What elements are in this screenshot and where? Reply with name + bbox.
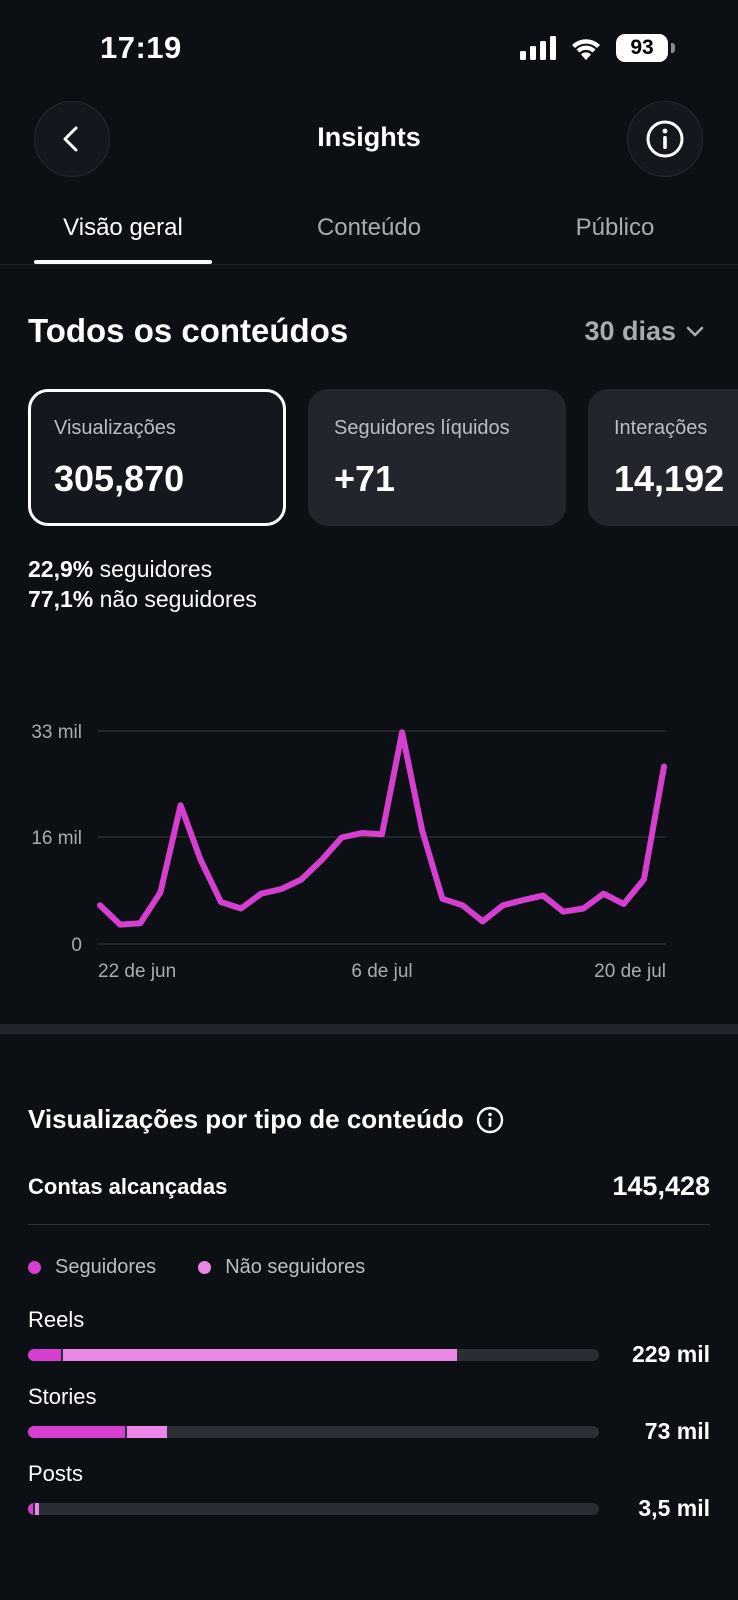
breakdown-percent: 77,1% [28,586,94,612]
bar-fill-followers [28,1503,33,1515]
row-label-reels: Reels [28,1307,85,1332]
chevron-down-icon [686,326,704,336]
views-line-chart: 33 mil 16 mil 0 22 de jun 6 de jul 20 de… [31,722,667,982]
tab-overview[interactable]: Visão geral [63,214,183,241]
breakdown-label: seguidores [99,556,213,582]
breakdown-nonfollowers: 77,1% não seguidores [28,584,257,614]
section-title: Todos os conteúdos [28,312,349,349]
legend-label: Não seguidores [225,1256,366,1278]
back-button[interactable] [34,101,110,177]
chevron-left-icon [63,126,78,152]
legend-item-followers: Seguidores [28,1256,156,1279]
row-value-posts: 3,5 mil [638,1495,710,1521]
metric-card-interactions[interactable]: Interações 14,192 [588,389,738,526]
status-icons: 93 [520,34,675,62]
section-separator [0,1024,738,1034]
legend-item-nonfollowers: Não seguidores [198,1256,365,1279]
bar-track-posts [28,1503,599,1515]
metric-value: 305,870 [54,458,185,499]
bar-fill-followers [28,1426,126,1438]
date-range-label: 30 dias [584,316,676,346]
bottom-cutoff [0,1528,738,1600]
views-by-type-title: Visualizações por tipo de conteúdo [28,1104,504,1135]
metric-label: Interações [614,417,708,439]
y-tick-label: 0 [71,935,82,956]
legend-dot [198,1261,212,1274]
bar-fill-nonfollowers [127,1426,168,1438]
row-label-stories: Stories [28,1384,97,1409]
info-button[interactable] [627,101,703,177]
signal-icon [520,36,556,60]
tab-divider [0,264,738,265]
accounts-reached-label: Contas alcançadas [28,1174,228,1199]
tab-content[interactable]: Conteúdo [316,214,422,241]
bar-fill-followers [28,1349,61,1361]
series-line-views [97,729,667,928]
legend: Seguidores Não seguidores [28,1256,365,1279]
row-value-stories: 73 mil [644,1418,710,1444]
metric-card-net-followers[interactable]: Seguidores líquidos +71 [308,389,566,526]
info-icon[interactable] [476,1106,504,1134]
row-value-reels: 229 mil [632,1341,710,1367]
battery-indicator: 93 [616,34,675,62]
wifi-icon [572,39,600,60]
divider [28,1224,710,1225]
y-tick-label: 33 mil [31,722,82,743]
tab-audience[interactable]: Público [575,214,655,241]
bar-track-reels [28,1349,599,1361]
status-time: 17:19 [100,30,182,65]
x-tick-label: 22 de jun [98,961,176,982]
metric-label: Visualizações [54,417,176,439]
breakdown-percent: 22,9% [28,556,94,582]
bar-fill-nonfollowers [62,1349,457,1361]
views-by-type-heading: Visualizações por tipo de conteúdo [28,1104,464,1134]
bar-track-stories [28,1426,599,1438]
y-tick-label: 16 mil [31,828,82,849]
bar-fill-nonfollowers [34,1503,40,1515]
date-range-select[interactable]: 30 dias [584,316,704,347]
x-tick-label: 20 de jul [594,961,666,982]
metric-value: +71 [334,458,396,499]
info-icon [646,120,684,158]
legend-label: Seguidores [55,1256,157,1278]
x-tick-label: 6 de jul [351,961,412,982]
page-title: Insights [317,122,421,152]
breakdown-label: não seguidores [99,586,257,612]
row-label-posts: Posts [28,1461,84,1486]
accounts-reached-value: 145,428 [612,1171,710,1201]
legend-dot [28,1261,41,1274]
metric-label: Seguidores líquidos [334,417,510,439]
metric-value: 14,192 [614,458,725,499]
metric-card-views[interactable]: Visualizações 305,870 [28,389,286,526]
views-breakdown: 22,9% seguidores 77,1% não seguidores [28,554,257,614]
battery-level: 93 [630,36,654,59]
active-tab-indicator [34,260,212,264]
breakdown-followers: 22,9% seguidores [28,554,257,584]
